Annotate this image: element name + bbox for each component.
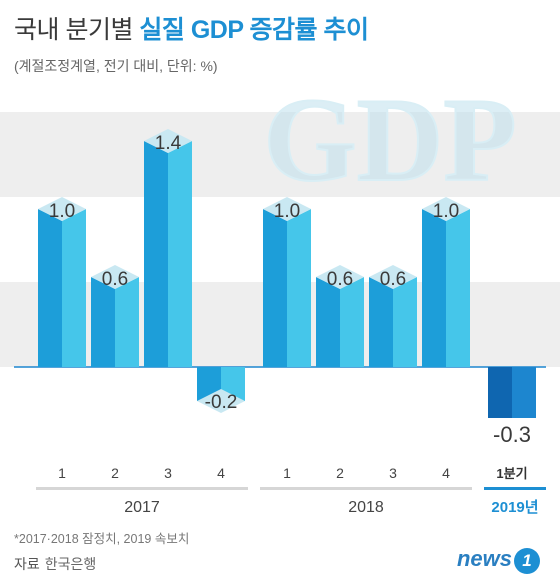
- quarter-tick-label: 3: [164, 465, 172, 481]
- bar-right-face: [62, 209, 86, 367]
- quarter-tick-label: 4: [217, 465, 225, 481]
- year-group-bar: [260, 487, 472, 490]
- bar-label-diamond: [422, 197, 470, 221]
- source-label: 자료: [14, 556, 40, 572]
- source-line: 자료 한국은행: [14, 554, 96, 574]
- bar-right-face: [287, 209, 311, 367]
- quarter-tick-label: 3: [389, 465, 397, 481]
- year-group-bar: [36, 487, 248, 490]
- bar-value-label: 1.4: [155, 133, 182, 154]
- quarter-tick-label: 2: [336, 465, 344, 481]
- bar-left-face: [144, 141, 168, 367]
- bar-right-face: [512, 367, 536, 418]
- year-group-label: 2018: [348, 499, 384, 516]
- bar-right-face: [446, 209, 470, 367]
- bar-label-diamond: [144, 129, 192, 153]
- bar-label-diamond: [197, 389, 245, 413]
- source-name: 한국은행: [44, 556, 97, 572]
- bar-label-diamond: [38, 197, 86, 221]
- quarter-tick-label: 2: [111, 465, 119, 481]
- bar-value-label: 0.6: [380, 269, 406, 290]
- logo-mark: 1: [514, 548, 540, 574]
- bar-value-label: -0.3: [493, 422, 531, 447]
- bar-left-face: [369, 277, 393, 367]
- quarter-tick-label: 4: [442, 465, 450, 481]
- chart-title: 국내 분기별 실질 GDP 증감률 추이: [14, 10, 369, 46]
- year-group-bar: [484, 487, 546, 490]
- logo-text: news: [456, 546, 512, 571]
- bar-label-diamond: [91, 265, 139, 289]
- bar-chart: GDP1.010.621.43-0.241.010.620.631.04-0.3…: [0, 72, 560, 516]
- bar-label-diamond: [369, 265, 417, 289]
- bar-left-face: [316, 277, 340, 367]
- bar-left-face: [91, 277, 115, 367]
- bar-left-face: [263, 209, 287, 367]
- year-group-label: 2017: [124, 499, 160, 516]
- bar-value-label: 1.0: [433, 201, 459, 222]
- bar-left-face: [422, 209, 446, 367]
- quarter-tick-label: 1: [283, 465, 291, 481]
- footnote: *2017·2018 잠정치, 2019 속보치: [14, 532, 190, 546]
- quarter-tick-label: 1분기: [496, 466, 527, 481]
- bar-right-face: [168, 141, 192, 367]
- bar-value-label: 1.0: [274, 201, 300, 222]
- title-part-1: 국내 분기별: [14, 16, 133, 44]
- bar-value-label: -0.2: [205, 392, 238, 413]
- bar-value-label: 1.0: [49, 201, 75, 222]
- chart-subtitle: (계절조정계열, 전기 대비, 단위: %): [14, 58, 218, 74]
- bar-right-face: [340, 277, 364, 367]
- title-part-2: 실질 GDP 증감률 추이: [139, 16, 369, 44]
- bar-label-diamond: [263, 197, 311, 221]
- news1-logo: news 1: [457, 546, 540, 574]
- year-group-label: 2019년: [491, 499, 538, 516]
- gdp-watermark: GDP: [263, 73, 516, 206]
- bar-left-face: [38, 209, 62, 367]
- bar-value-label: 0.6: [327, 269, 353, 290]
- bar-right-face: [115, 277, 139, 367]
- quarter-tick-label: 1: [58, 465, 66, 481]
- grid-band-upper: [0, 112, 560, 197]
- bar-right-face: [393, 277, 417, 367]
- bar-left-face: [488, 367, 512, 418]
- bar-label-diamond: [316, 265, 364, 289]
- bar-value-label: 0.6: [102, 269, 128, 290]
